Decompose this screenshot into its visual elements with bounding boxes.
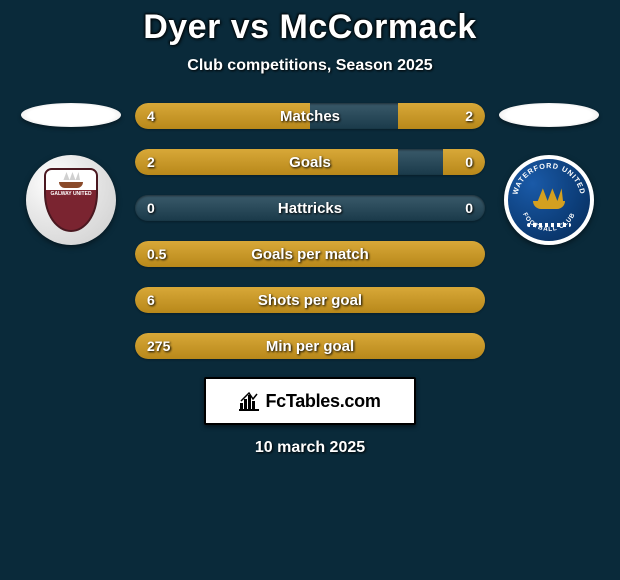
branding-text: FcTables.com <box>265 391 380 412</box>
stat-label: Shots per goal <box>258 292 362 309</box>
stat-row: 0.5 Goals per match <box>135 241 485 267</box>
bar-fill-left <box>135 149 398 175</box>
right-club-crest: WATERFORD UNITED FOOTBALL CLUB <box>504 155 594 245</box>
stat-value-left: 275 <box>147 338 170 354</box>
stat-label: Goals per match <box>251 246 369 263</box>
ship-icon <box>529 187 569 213</box>
stat-row: 275 Min per goal <box>135 333 485 359</box>
stat-value-left: 6 <box>147 292 155 308</box>
main-row: GALWAY UNITED 4 Matches 2 2 Goals 0 0 Hattricks… <box>0 103 620 359</box>
waves-icon <box>527 223 571 227</box>
stat-label: Min per goal <box>266 338 354 355</box>
stat-value-left: 0 <box>147 200 155 216</box>
stat-row: 6 Shots per goal <box>135 287 485 313</box>
bar-fill-right <box>443 149 485 175</box>
stat-row: 0 Hattricks 0 <box>135 195 485 221</box>
right-avatar-placeholder <box>499 103 599 127</box>
right-crest-inner <box>520 171 578 229</box>
stat-value-right: 0 <box>465 154 473 170</box>
stat-value-right: 0 <box>465 200 473 216</box>
comparison-card: Dyer vs McCormack Club competitions, Sea… <box>0 0 620 457</box>
page-title: Dyer vs McCormack <box>143 8 477 47</box>
left-avatar-placeholder <box>21 103 121 127</box>
stat-value-right: 2 <box>465 108 473 124</box>
bar-chart-icon <box>239 391 261 411</box>
right-player-col: WATERFORD UNITED FOOTBALL CLUB <box>499 103 599 245</box>
stat-value-left: 2 <box>147 154 155 170</box>
stat-value-left: 4 <box>147 108 155 124</box>
shield-icon: GALWAY UNITED <box>44 168 98 232</box>
ship-icon <box>56 172 86 188</box>
left-club-crest: GALWAY UNITED <box>26 155 116 245</box>
stat-label: Hattricks <box>278 200 342 217</box>
stat-row: 4 Matches 2 <box>135 103 485 129</box>
branding-badge[interactable]: FcTables.com <box>204 377 416 425</box>
subtitle: Club competitions, Season 2025 <box>187 57 432 75</box>
stat-label: Matches <box>280 108 340 125</box>
stat-label: Goals <box>289 154 331 171</box>
left-crest-label: GALWAY UNITED <box>48 192 93 198</box>
stats-bars: 4 Matches 2 2 Goals 0 0 Hattricks 0 0.5 Goals per … <box>135 103 485 359</box>
stat-value-left: 0.5 <box>147 246 166 262</box>
date-text: 10 march 2025 <box>255 439 365 457</box>
left-player-col: GALWAY UNITED <box>21 103 121 245</box>
stat-row: 2 Goals 0 <box>135 149 485 175</box>
